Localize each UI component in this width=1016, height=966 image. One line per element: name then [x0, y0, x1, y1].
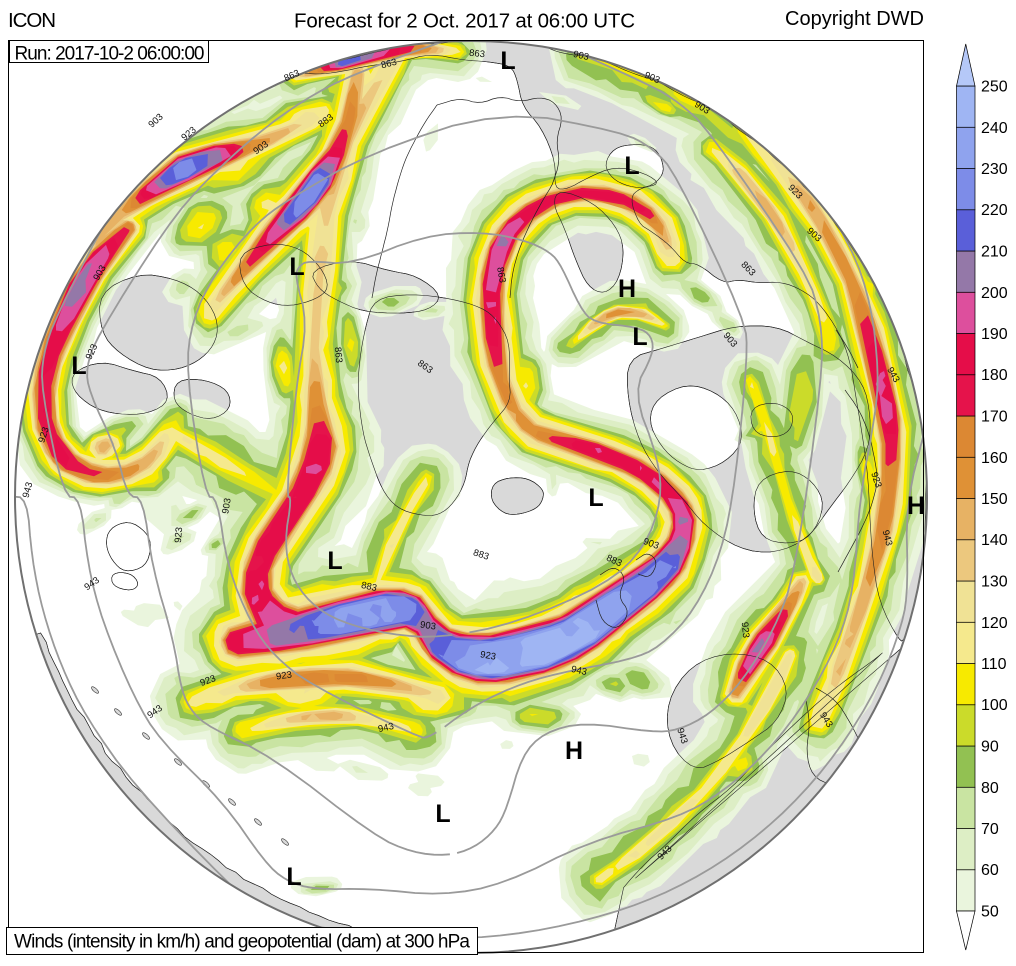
svg-text:L: L	[500, 47, 515, 75]
svg-text:943: 943	[377, 721, 395, 735]
svg-text:923: 923	[479, 649, 497, 663]
svg-text:903: 903	[572, 49, 590, 63]
svg-text:L: L	[327, 547, 342, 575]
svg-text:863: 863	[332, 347, 344, 364]
svg-text:100: 100	[981, 697, 1008, 714]
svg-text:60: 60	[981, 862, 999, 879]
svg-text:923: 923	[199, 673, 218, 689]
svg-text:ICON: ICON	[8, 9, 56, 32]
svg-text:H: H	[565, 737, 583, 765]
svg-text:923: 923	[173, 527, 185, 544]
svg-text:H: H	[618, 275, 636, 303]
svg-text:180: 180	[981, 367, 1008, 384]
svg-text:110: 110	[981, 656, 1007, 673]
svg-text:90: 90	[981, 739, 999, 756]
svg-text:120: 120	[981, 615, 1008, 632]
svg-text:220: 220	[981, 202, 1008, 219]
svg-text:L: L	[286, 863, 301, 891]
svg-text:150: 150	[981, 491, 1008, 508]
svg-text:250: 250	[981, 79, 1008, 96]
svg-text:L: L	[435, 800, 450, 828]
svg-text:240: 240	[981, 120, 1008, 137]
svg-text:883: 883	[472, 547, 490, 562]
svg-text:L: L	[624, 152, 639, 180]
svg-text:863: 863	[380, 57, 398, 72]
svg-text:903: 903	[419, 619, 436, 632]
svg-text:923: 923	[275, 669, 292, 682]
svg-text:L: L	[588, 484, 603, 512]
svg-text:863: 863	[469, 48, 486, 61]
svg-text:80: 80	[981, 780, 999, 797]
svg-text:903: 903	[642, 536, 661, 552]
svg-text:863: 863	[494, 266, 508, 284]
svg-text:943: 943	[880, 529, 895, 547]
svg-text:H: H	[907, 492, 925, 520]
svg-text:Run: 2017-10-2 06:00:00: Run: 2017-10-2 06:00:00	[15, 44, 205, 65]
svg-text:210: 210	[981, 244, 1008, 261]
svg-text:230: 230	[981, 161, 1008, 178]
svg-text:L: L	[632, 323, 647, 351]
svg-text:943: 943	[674, 727, 689, 745]
svg-text:190: 190	[981, 326, 1008, 343]
svg-text:943: 943	[21, 481, 36, 499]
svg-text:923: 923	[739, 622, 751, 639]
svg-text:140: 140	[981, 532, 1008, 549]
svg-text:Forecast for 2 Oct. 2017 at 06: Forecast for 2 Oct. 2017 at 06:00 UTC	[294, 9, 635, 32]
svg-text:923: 923	[36, 426, 51, 444]
svg-text:Copyright DWD: Copyright DWD	[785, 8, 924, 30]
svg-text:L: L	[289, 253, 304, 281]
svg-text:883: 883	[360, 580, 378, 594]
svg-text:160: 160	[981, 450, 1008, 467]
svg-text:170: 170	[981, 409, 1008, 426]
svg-text:923: 923	[868, 471, 883, 489]
svg-text:L: L	[71, 352, 86, 380]
svg-text:Winds (intensity in km/h) and: Winds (intensity in km/h) and geopotenti…	[14, 932, 470, 953]
svg-text:943: 943	[570, 664, 588, 678]
svg-text:200: 200	[981, 285, 1008, 302]
svg-text:903: 903	[220, 497, 234, 515]
svg-text:130: 130	[981, 574, 1008, 591]
svg-text:70: 70	[981, 821, 999, 838]
svg-text:50: 50	[981, 904, 999, 921]
